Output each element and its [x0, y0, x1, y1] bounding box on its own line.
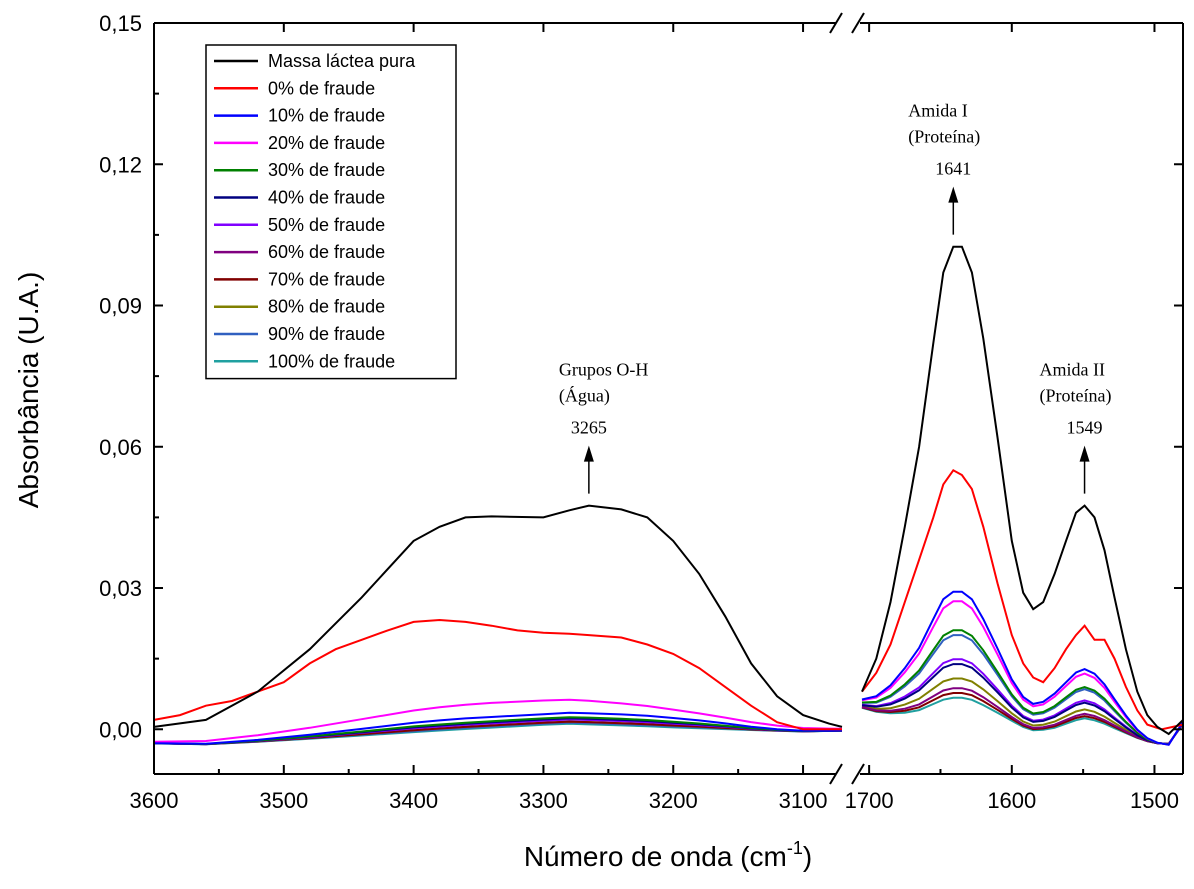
annotations: 3265 Grupos O-H (Água) 1641 Amida I (Proteína… [559, 101, 1112, 494]
plot-frame [153, 12, 1184, 785]
annotation-value: 1641 [935, 159, 971, 179]
x-tick-label: 3200 [649, 788, 698, 813]
annotation-label: Amida I [908, 101, 967, 121]
axis-ticks: 0,00 0,03 0,06 0,09 0,12 0,15 3600 3500 3400 3300… [99, 11, 1183, 813]
series-line-10-de-fraude-segment-2 [861, 590, 1184, 746]
series-line-0-de-fraude-segment-1 [153, 618, 842, 731]
x-tick-label: 3300 [519, 788, 568, 813]
series-line-30-de-fraude-segment-2 [861, 629, 1184, 746]
annotation-label: (Proteína) [1040, 386, 1112, 407]
legend-label: Massa láctea pura [268, 51, 416, 71]
x-axis-title-main: Número de onda (cm [524, 841, 787, 872]
x-axis-title-sup: -1 [787, 838, 803, 858]
axis-break-mark-top-2 [851, 12, 865, 34]
x-tick-label: 3600 [130, 788, 179, 813]
y-axis-title: Absorbância (U.A.) [13, 272, 44, 509]
y-tick-label: 0,09 [99, 294, 142, 319]
annotation-arrowhead [1079, 445, 1090, 462]
legend-label: 10% de fraude [268, 106, 385, 126]
legend-label: 20% de fraude [268, 133, 385, 153]
y-tick-label: 0,00 [99, 717, 142, 742]
x-tick-label: 1500 [1130, 788, 1179, 813]
legend-label: 70% de fraude [268, 269, 385, 289]
y-tick-label: 0,15 [99, 11, 142, 36]
annotation-value: 1549 [1067, 418, 1103, 438]
legend-label: 30% de fraude [268, 160, 385, 180]
axis-break-mark-bottom-2 [851, 763, 865, 785]
x-axis-title: Número de onda (cm-1) [524, 838, 812, 872]
series-line-10-de-fraude-segment-1 [153, 711, 843, 745]
series-line-40-de-fraude-segment-2 [861, 663, 1184, 746]
annotation-label: (Água) [559, 385, 610, 407]
legend-label: 0% de fraude [268, 78, 375, 98]
series-line-massa-l-ctea-pura-segment-2 [861, 245, 1184, 736]
axis-break-mark-bottom-1 [829, 763, 843, 785]
x-tick-label: 3500 [259, 788, 308, 813]
legend: Massa láctea pura 0% de fraude 10% de frau… [205, 44, 457, 380]
x-tick-label: 3100 [779, 788, 828, 813]
series-line-60-de-fraude-segment-2 [861, 687, 1184, 745]
legend-label: 40% de fraude [268, 188, 385, 208]
x-tick-label: 1600 [987, 788, 1036, 813]
annotation-value: 3265 [571, 418, 607, 438]
y-tick-label: 0,03 [99, 576, 142, 601]
y-tick-label: 0,12 [99, 152, 142, 177]
axis-break-mark-top-1 [829, 12, 843, 34]
annotation-arrowhead [583, 445, 594, 462]
y-tick-label: 0,06 [99, 435, 142, 460]
annotation-label: (Proteína) [908, 127, 980, 148]
x-tick-label: 3400 [389, 788, 438, 813]
annotation-label: Grupos O-H [559, 360, 649, 380]
legend-label: 80% de fraude [268, 297, 385, 317]
x-tick-label: 1700 [845, 788, 894, 813]
series-line-20-de-fraude-segment-1 [153, 698, 843, 743]
legend-label: 60% de fraude [268, 242, 385, 262]
x-axis-title-suffix: ) [803, 841, 812, 872]
series-line-80-de-fraude-segment-2 [861, 677, 1184, 745]
series-layer [153, 245, 1184, 746]
legend-box [205, 44, 457, 380]
annotation-label: Amida II [1040, 360, 1105, 380]
series-line-massa-l-ctea-pura-segment-1 [153, 504, 843, 728]
legend-label: 50% de fraude [268, 215, 385, 235]
annotation-arrowhead [948, 186, 959, 203]
legend-label: 90% de fraude [268, 324, 385, 344]
series-line-0-de-fraude-segment-2 [861, 468, 1184, 731]
legend-label: 100% de fraude [268, 351, 395, 371]
